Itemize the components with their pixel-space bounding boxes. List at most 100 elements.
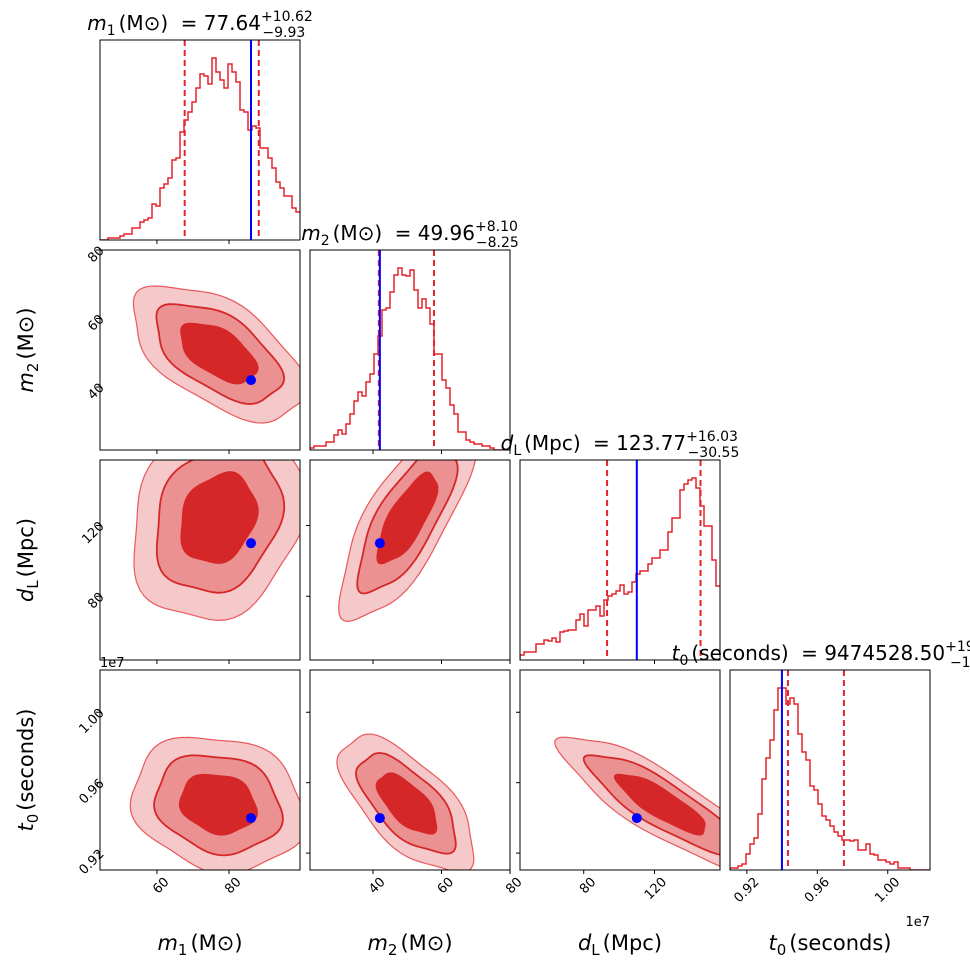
panel-body <box>730 670 930 870</box>
title-plus: +10.62 <box>261 9 313 25</box>
title-unit: (M⊙) <box>333 221 383 245</box>
truth-point <box>374 813 385 824</box>
axis-label-unit: (M⊙) <box>190 931 242 955</box>
title-minus: −8.25 <box>476 235 519 251</box>
x-tick-label: 0.96 <box>802 875 833 906</box>
title-minus: −117 <box>950 655 970 671</box>
x-tick-label: 40 <box>366 875 388 897</box>
title-median: 123.77 <box>616 431 686 455</box>
panel-dL-dL <box>519 459 721 664</box>
axis-label-subscript: L <box>24 580 42 589</box>
panel-frame <box>99 669 301 871</box>
panel-body <box>132 285 300 424</box>
title-equals: = <box>795 641 824 665</box>
axis-label-subscript: 1 <box>178 941 188 959</box>
title-subscript: L <box>513 443 521 459</box>
axis-label-subscript: L <box>591 941 600 959</box>
title-equals: = <box>174 11 203 35</box>
title-median: 77.64 <box>204 11 261 35</box>
histogram-m1 <box>100 57 300 240</box>
panel-frame <box>729 669 931 871</box>
y-tick-label: 120 <box>79 519 107 547</box>
title-plus: +16.03 <box>686 429 738 445</box>
title-symbol: m <box>301 221 320 245</box>
histogram-t0 <box>730 687 930 870</box>
title-unit: (seconds) <box>691 641 788 665</box>
y-tick-label: 40 <box>85 381 107 403</box>
panel-m2-t0: 40 60 80 <box>306 669 526 897</box>
truth-point <box>631 813 642 824</box>
panel-frame <box>519 459 721 661</box>
panel-body <box>554 736 720 867</box>
truth-point <box>374 538 385 549</box>
axis-label-unit: (Mpc) <box>14 518 38 577</box>
x-offset-text: 1e7 <box>905 915 930 930</box>
axis-label-symbol: t <box>768 931 777 955</box>
title-equals: = <box>388 221 417 245</box>
x-tick-label: 1.00 <box>872 875 903 906</box>
y-tick-label: 80 <box>85 590 107 612</box>
axis-label-symbol: t <box>14 823 38 832</box>
panel-m1-dL: 80 120 <box>79 459 301 664</box>
histogram-dL <box>520 477 720 660</box>
y-axis-label-m2: m2 (M⊙) <box>14 307 42 392</box>
panel-m1-m2: 40 60 80 <box>85 244 301 454</box>
panel-frame <box>309 459 511 661</box>
axis-label-symbol: m <box>367 931 387 955</box>
x-tick-label: 80 <box>222 875 244 897</box>
title-unit: (Mpc) <box>524 431 581 455</box>
panel-frame <box>99 39 301 241</box>
title-m2: m2 (M⊙) = 49.96+8.10 −8.25 <box>301 219 519 251</box>
contour-level-3 <box>178 773 258 836</box>
panel-m1-t0: 60 80 0.92 0.96 1.00 <box>76 669 301 897</box>
histogram-m2 <box>310 267 510 450</box>
x-axis-label-m1: m1 (M⊙) <box>157 931 242 959</box>
x-tick-label: 120 <box>642 875 670 903</box>
y-tick-label: 60 <box>85 312 107 334</box>
x-tick-label: 80 <box>503 875 525 897</box>
panel-body <box>129 736 300 870</box>
axis-label-symbol: d <box>14 588 38 602</box>
panel-frame <box>99 249 301 451</box>
panel-body <box>520 460 720 660</box>
title-unit: (M⊙) <box>119 11 169 35</box>
y-tick-label: 0.96 <box>76 776 107 807</box>
panel-frame <box>519 669 721 871</box>
title-dL: dL (Mpc) = 123.77+16.03 −30.55 <box>501 429 740 461</box>
title-median: 49.96 <box>418 221 475 245</box>
y-tick-label: 0.92 <box>76 847 107 878</box>
title-minus: −30.55 <box>688 445 740 461</box>
title-symbol: t <box>672 641 681 665</box>
title-symbol: d <box>501 431 514 455</box>
axis-label-subscript: 2 <box>388 941 398 959</box>
title-subscript: 1 <box>107 23 116 39</box>
title-symbol: m <box>87 11 106 35</box>
x-tick-label: 0.92 <box>731 875 762 906</box>
title-plus: +193 <box>945 639 970 655</box>
title-t0: t0(seconds) = 9474528.50+193−117 <box>672 639 970 671</box>
panel-frame <box>309 669 511 871</box>
axis-label-symbol: m <box>14 372 38 392</box>
contour-level-3 <box>180 322 259 385</box>
x-tick-label: 80 <box>577 875 599 897</box>
truth-point <box>245 813 256 824</box>
panel-body <box>310 250 510 450</box>
title-minus: −9.93 <box>262 25 305 41</box>
y-axis-label-dL: dL (Mpc) <box>14 518 42 602</box>
title-plus: +8.10 <box>475 219 518 235</box>
x-tick-label: 60 <box>435 875 457 897</box>
axis-label-subscript: 0 <box>24 814 42 824</box>
axis-label-symbol: m <box>157 931 177 955</box>
axis-label-subscript: 0 <box>777 941 787 959</box>
panel-m1-m1 <box>99 39 301 244</box>
panel-dL-t0: 80 120 <box>516 669 721 903</box>
panel-m2-m2 <box>309 249 511 454</box>
title-equals: = <box>587 431 616 455</box>
y-tick-label: 1.00 <box>76 706 107 737</box>
axis-label-unit: (M⊙) <box>400 931 452 955</box>
panel-body <box>338 460 477 623</box>
y-offset-text: 1e7 <box>100 656 125 671</box>
title-subscript: 2 <box>321 233 330 249</box>
title-median: 9474528.50 <box>824 641 945 665</box>
